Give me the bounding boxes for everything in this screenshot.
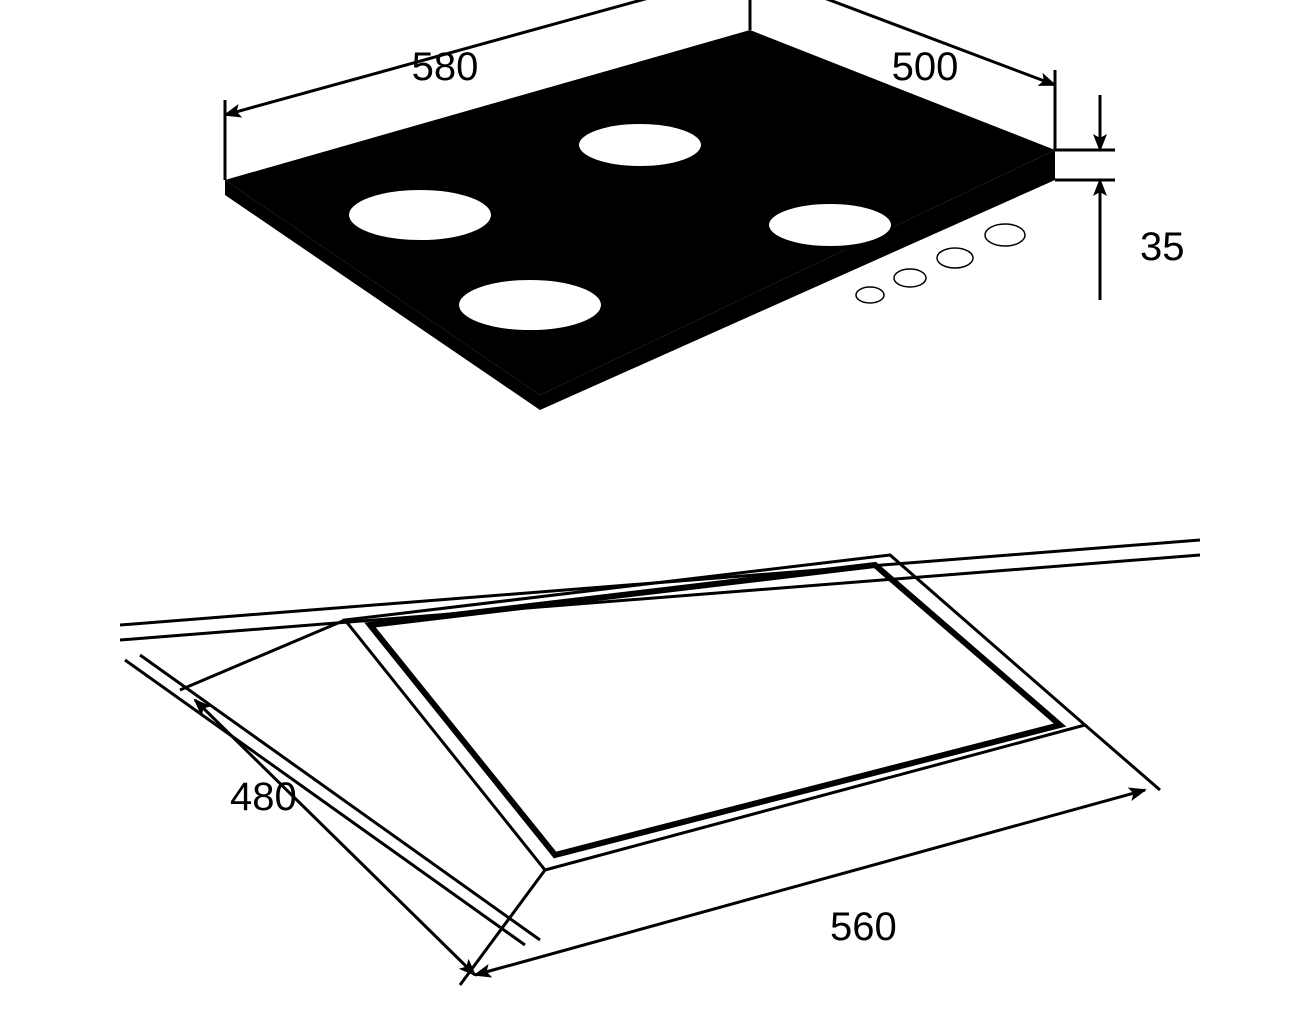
burner-3 (458, 279, 602, 333)
countertop (120, 540, 1200, 945)
dim-label-35: 35 (1140, 225, 1185, 269)
dim-label-580: 580 (412, 45, 479, 89)
burner-4 (768, 203, 892, 249)
dim-label-560: 560 (830, 905, 897, 949)
burner-2 (578, 123, 702, 169)
dim-label-480: 480 (230, 775, 297, 819)
dimension-35 (1055, 95, 1115, 300)
knob-4 (985, 224, 1025, 246)
dim-label-500: 500 (892, 45, 959, 89)
dim-line-480 (195, 700, 475, 975)
cutout-outer (345, 555, 1085, 870)
burner-1 (348, 189, 492, 243)
cutout-inner (370, 565, 1060, 855)
knob-2 (894, 269, 926, 287)
diagram-svg: 580 500 35 480 560 (0, 0, 1312, 1024)
knob-3 (937, 248, 973, 268)
knob-1 (856, 287, 884, 303)
dim-line-560 (475, 790, 1145, 975)
